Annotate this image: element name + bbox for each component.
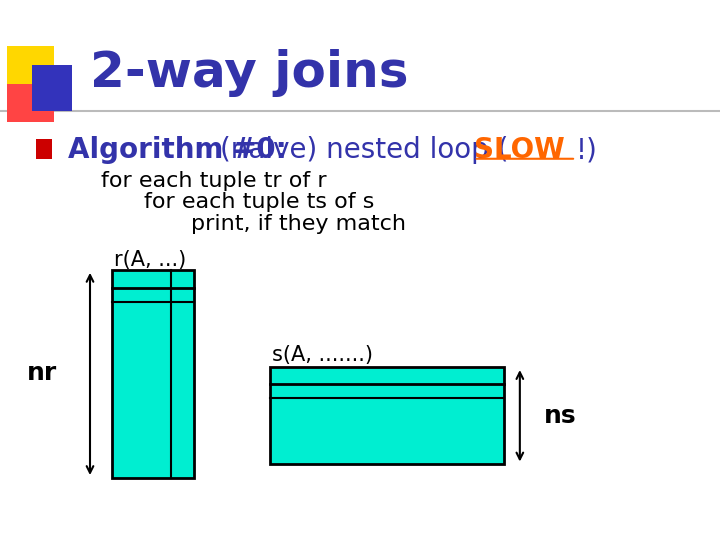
Text: 2-way joins: 2-way joins [90,49,408,97]
Text: nr: nr [27,361,57,384]
FancyBboxPatch shape [112,270,194,478]
Text: SLOW: SLOW [474,136,564,164]
Text: for each tuple tr of r: for each tuple tr of r [101,171,326,191]
Text: s(A, .......): s(A, .......) [272,345,373,366]
Text: r(A, ...): r(A, ...) [114,250,186,271]
Text: (naive) nested loop (: (naive) nested loop ( [220,136,508,164]
FancyBboxPatch shape [7,46,54,84]
Text: !): !) [576,136,598,164]
FancyBboxPatch shape [36,139,52,159]
Text: print, if they match: print, if they match [191,214,406,234]
Text: Algorithm #0:: Algorithm #0: [68,136,287,164]
Text: ns: ns [544,404,577,428]
FancyBboxPatch shape [32,65,72,111]
Text: for each tuple ts of s: for each tuple ts of s [144,192,374,213]
FancyBboxPatch shape [270,367,504,464]
FancyBboxPatch shape [7,84,54,122]
